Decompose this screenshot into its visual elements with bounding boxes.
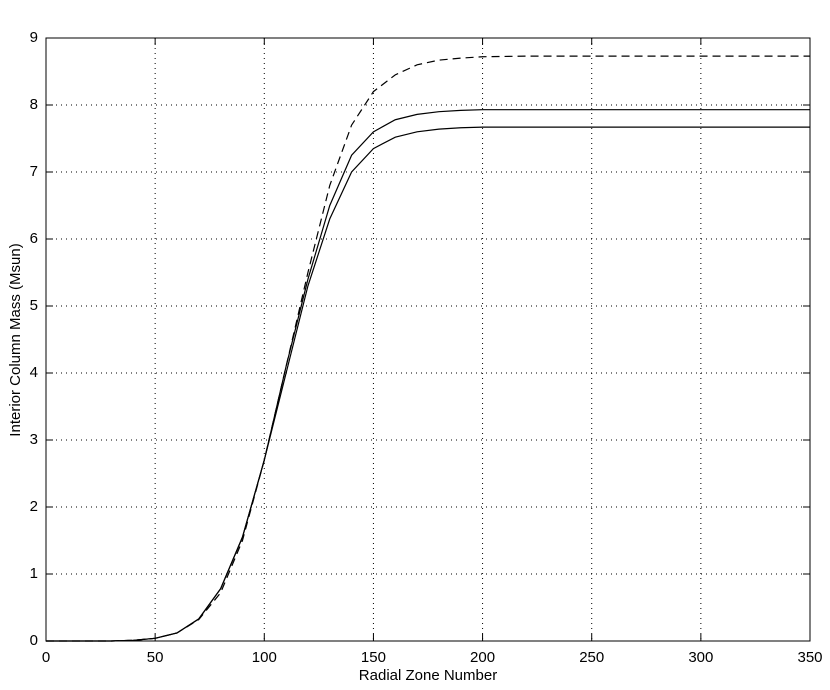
x-tick-label: 200: [470, 649, 495, 666]
x-tick-label: 300: [688, 649, 713, 666]
line-series: [46, 126, 810, 642]
y-tick-label: 1: [30, 565, 38, 582]
line-series: [46, 55, 810, 642]
y-tick-label: 3: [30, 431, 38, 448]
x-tick-label: 250: [579, 649, 604, 666]
x-tick-label: 350: [797, 649, 822, 666]
x-tick-label: 100: [252, 649, 277, 666]
x-tick-label: 50: [147, 649, 164, 666]
x-tick-label: 150: [361, 649, 386, 666]
y-tick-label: 7: [30, 163, 38, 180]
line-series: [46, 109, 810, 642]
x-axis-label: Radial Zone Number: [359, 667, 497, 684]
y-tick-label: 4: [30, 364, 38, 381]
y-axis-label: Interior Column Mass (Msun): [7, 243, 24, 436]
y-tick-label: 5: [30, 297, 38, 314]
plot-frame: [45, 37, 811, 642]
y-tick-label: 8: [30, 96, 38, 113]
y-tick-label: 6: [30, 230, 38, 247]
y-tick-label: 9: [30, 29, 38, 46]
y-tick-label: 2: [30, 498, 38, 515]
y-tick-label: 0: [30, 632, 38, 649]
x-tick-label: 0: [42, 649, 50, 666]
